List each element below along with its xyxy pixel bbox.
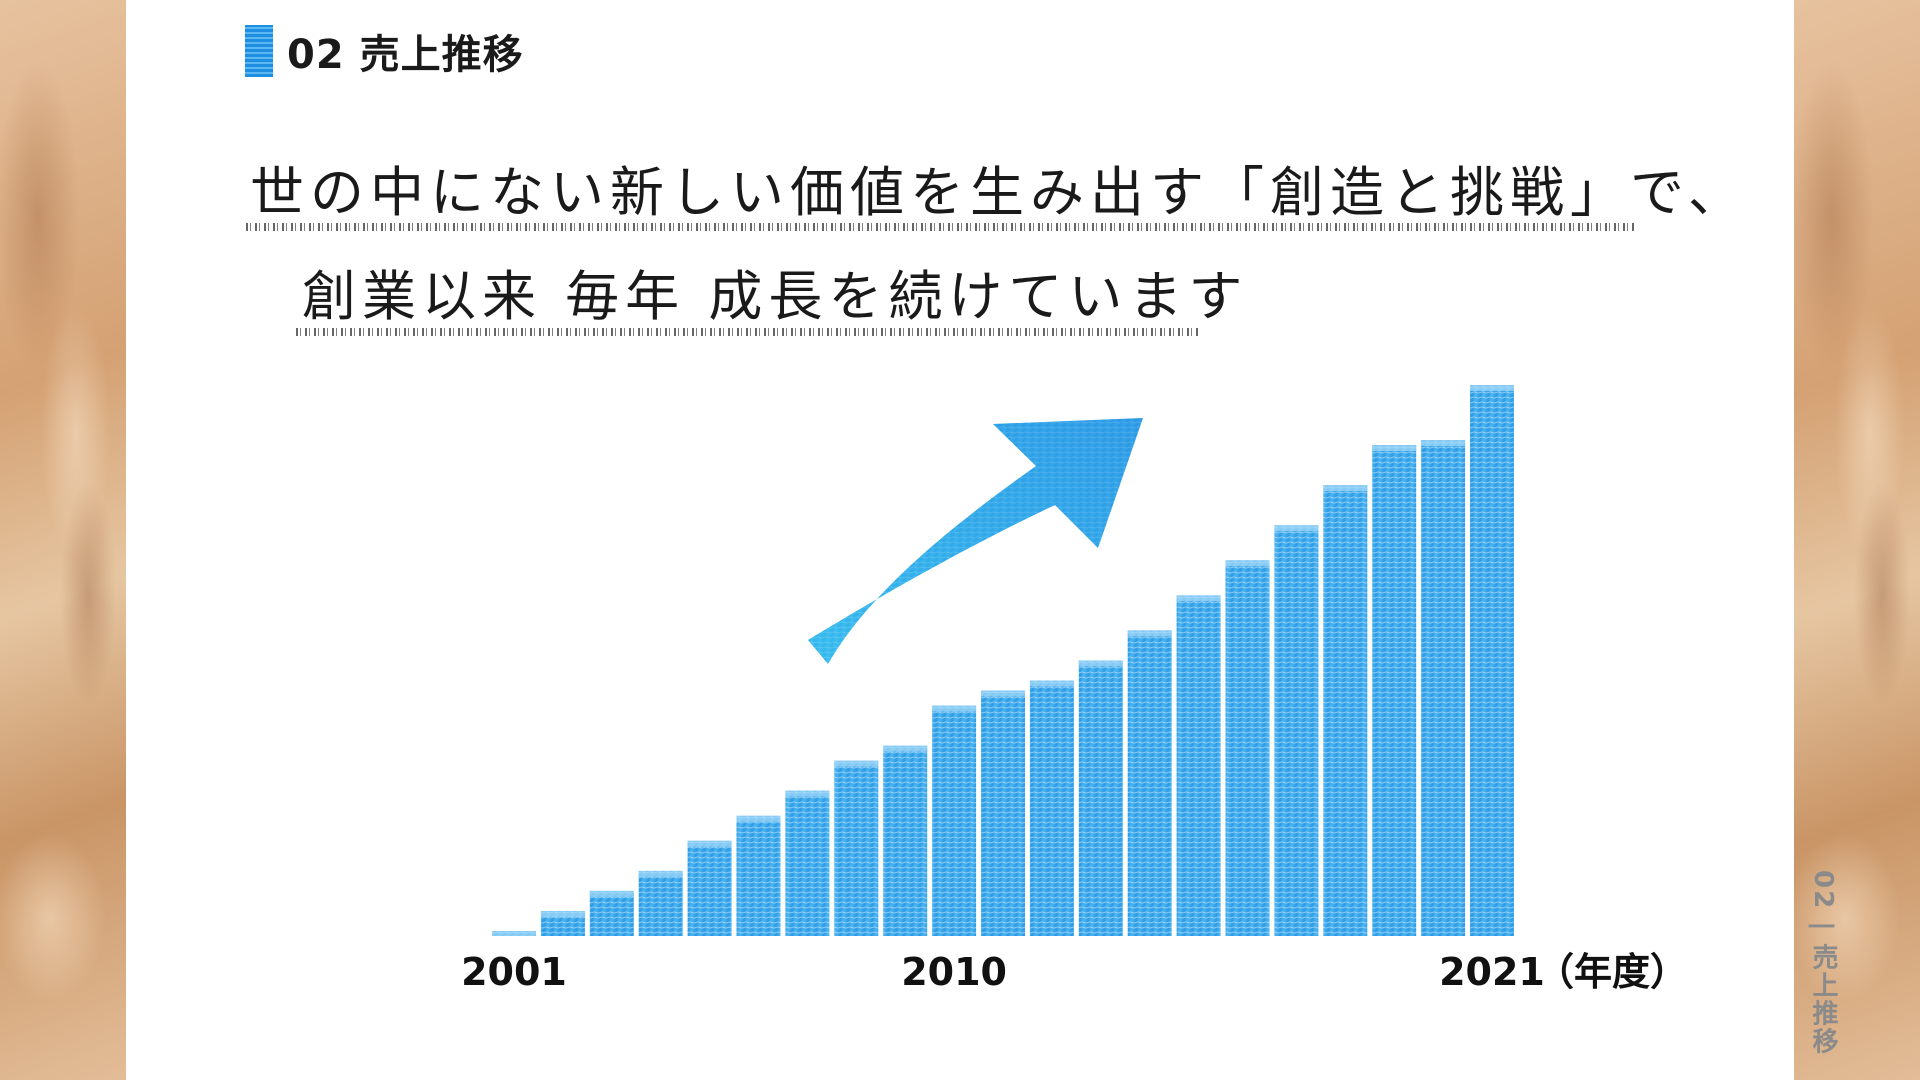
bar-2008	[834, 760, 879, 936]
bar-2012	[1029, 680, 1074, 936]
bar-cap-2014	[1127, 630, 1172, 637]
bar-2009	[883, 745, 928, 936]
bar-cap-2005	[687, 840, 732, 847]
bar-group	[492, 385, 1514, 937]
bar-2019	[1372, 445, 1417, 936]
bar-cap-2012	[1029, 680, 1074, 687]
bar-cap-2018	[1323, 485, 1368, 492]
x-tick-label-2001: 2001	[461, 950, 567, 994]
bar-cap-2006	[736, 815, 781, 822]
bar-cap-2009	[883, 745, 928, 752]
bar-2020	[1421, 440, 1466, 936]
bar-2013	[1078, 660, 1123, 936]
x-axis-unit-label: （年度）	[1536, 950, 1688, 994]
marble-panel-right	[1794, 0, 1920, 1080]
bar-cap-2003	[589, 890, 634, 897]
bar-cap-2004	[638, 870, 683, 877]
headline-line-1: 世の中にない新しい価値を生み出す「創造と挑戦」で、	[250, 161, 1748, 224]
x-tick-label-2021: 2021	[1439, 950, 1545, 994]
bar-2014	[1127, 630, 1172, 936]
bar-cap-2002	[540, 911, 585, 917]
bar-cap-2007	[785, 790, 830, 797]
section-header: 02 売上推移	[245, 24, 524, 78]
section-title: 02 売上推移	[287, 32, 524, 78]
bar-cap-2020	[1421, 440, 1466, 447]
header-accent-bar	[245, 25, 273, 77]
bar-cap-2019	[1372, 445, 1417, 452]
bar-2015	[1176, 595, 1221, 936]
headline-shadow-1	[246, 223, 1634, 231]
marble-panel-left	[0, 0, 126, 1080]
upward-arrow-icon	[808, 418, 1143, 664]
bar-2010	[932, 705, 977, 936]
bar-cap-2013	[1078, 660, 1123, 667]
bar-2016	[1225, 560, 1270, 936]
bar-2005	[687, 840, 732, 936]
bar-cap-2011	[981, 690, 1025, 697]
bar-2006	[736, 815, 781, 936]
bar-2021	[1470, 385, 1514, 936]
bar-cap-2017	[1274, 525, 1319, 532]
bar-2007	[785, 790, 830, 936]
headline-line-2: 創業以来 毎年 成長を続けています	[302, 265, 1249, 328]
bar-cap-2008	[834, 760, 879, 767]
bar-2017	[1274, 525, 1319, 936]
bar-2004	[638, 870, 683, 936]
bar-cap-2001	[492, 931, 536, 937]
side-section-label: 02 | 売上推移	[1808, 870, 1838, 1056]
x-tick-label-2010: 2010	[901, 950, 1007, 994]
bar-cap-2021	[1470, 385, 1514, 391]
bar-2003	[589, 890, 634, 936]
bar-cap-2010	[932, 705, 977, 712]
bar-cap-2016	[1225, 560, 1270, 567]
bar-cap-2015	[1176, 595, 1221, 602]
x-axis-ticks: 2001 2010 2021	[461, 950, 1545, 994]
bar-2011	[981, 690, 1025, 936]
bar-2018	[1323, 485, 1368, 936]
headline-shadow-2	[296, 328, 1198, 336]
